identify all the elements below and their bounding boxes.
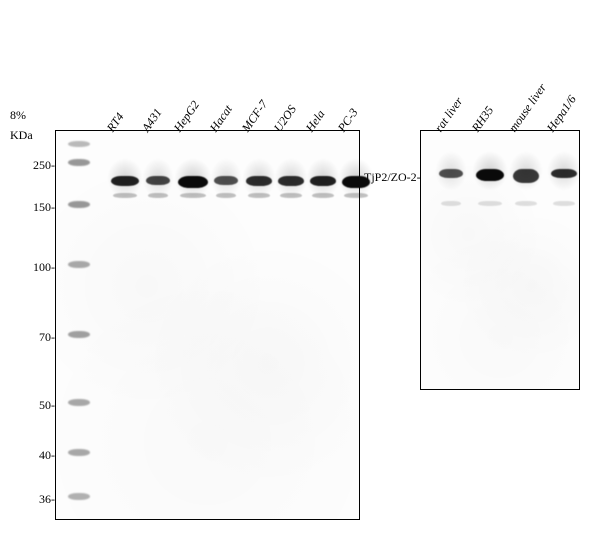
band-main (551, 169, 577, 178)
panel-left-frame (55, 130, 360, 520)
band-main (439, 169, 463, 178)
band-secondary (148, 193, 168, 198)
band-main (310, 176, 336, 186)
marker-4: 50- (5, 398, 55, 413)
band-secondary (248, 193, 270, 198)
panel-left: RT4A431HepG2HacatMCF-7U2OSHelaPC-3 (55, 130, 360, 520)
ladder-band-4 (68, 331, 90, 338)
panel-right: rat liverRH35mouse liverHepa1/6 (420, 130, 580, 390)
band-secondary (344, 193, 368, 198)
band-secondary (515, 201, 537, 206)
band-main (476, 169, 504, 181)
ladder-band-1 (68, 159, 90, 166)
band-main (146, 176, 170, 185)
band-main (111, 176, 139, 186)
band-secondary (280, 193, 302, 198)
band-secondary (553, 201, 575, 206)
band-secondary (113, 193, 137, 198)
band-main (178, 176, 208, 188)
band-main (342, 176, 370, 188)
band-main (246, 176, 272, 186)
band-main (278, 176, 304, 186)
band-secondary (180, 193, 206, 198)
lane-label-mouse-liver: mouse liver (506, 81, 550, 135)
band-secondary (312, 193, 334, 198)
ladder-band-6 (68, 449, 90, 456)
ladder-band-5 (68, 399, 90, 406)
marker-6: 36- (5, 492, 55, 507)
lane-label-Hepa1/6: Hepa1/6 (544, 93, 580, 135)
band-secondary (478, 201, 502, 206)
marker-2: 100- (5, 260, 55, 275)
marker-3: 70- (5, 330, 55, 345)
ladder-band-3 (68, 261, 90, 268)
lane-label-rat-liver: rat liver (432, 94, 467, 135)
band-secondary (216, 193, 236, 198)
ladder-band-7 (68, 493, 90, 500)
marker-labels: 250- 150- 100- 70- 50- 40- 36- (0, 0, 55, 558)
marker-1: 150- (5, 200, 55, 215)
marker-0: 250- (5, 158, 55, 173)
panel-right-frame (420, 130, 580, 390)
band-secondary (441, 201, 461, 206)
marker-5: 40- (5, 448, 55, 463)
band-main (214, 176, 238, 185)
band-main (513, 169, 539, 183)
ladder-band-2 (68, 201, 90, 208)
ladder-band-0 (68, 141, 90, 147)
